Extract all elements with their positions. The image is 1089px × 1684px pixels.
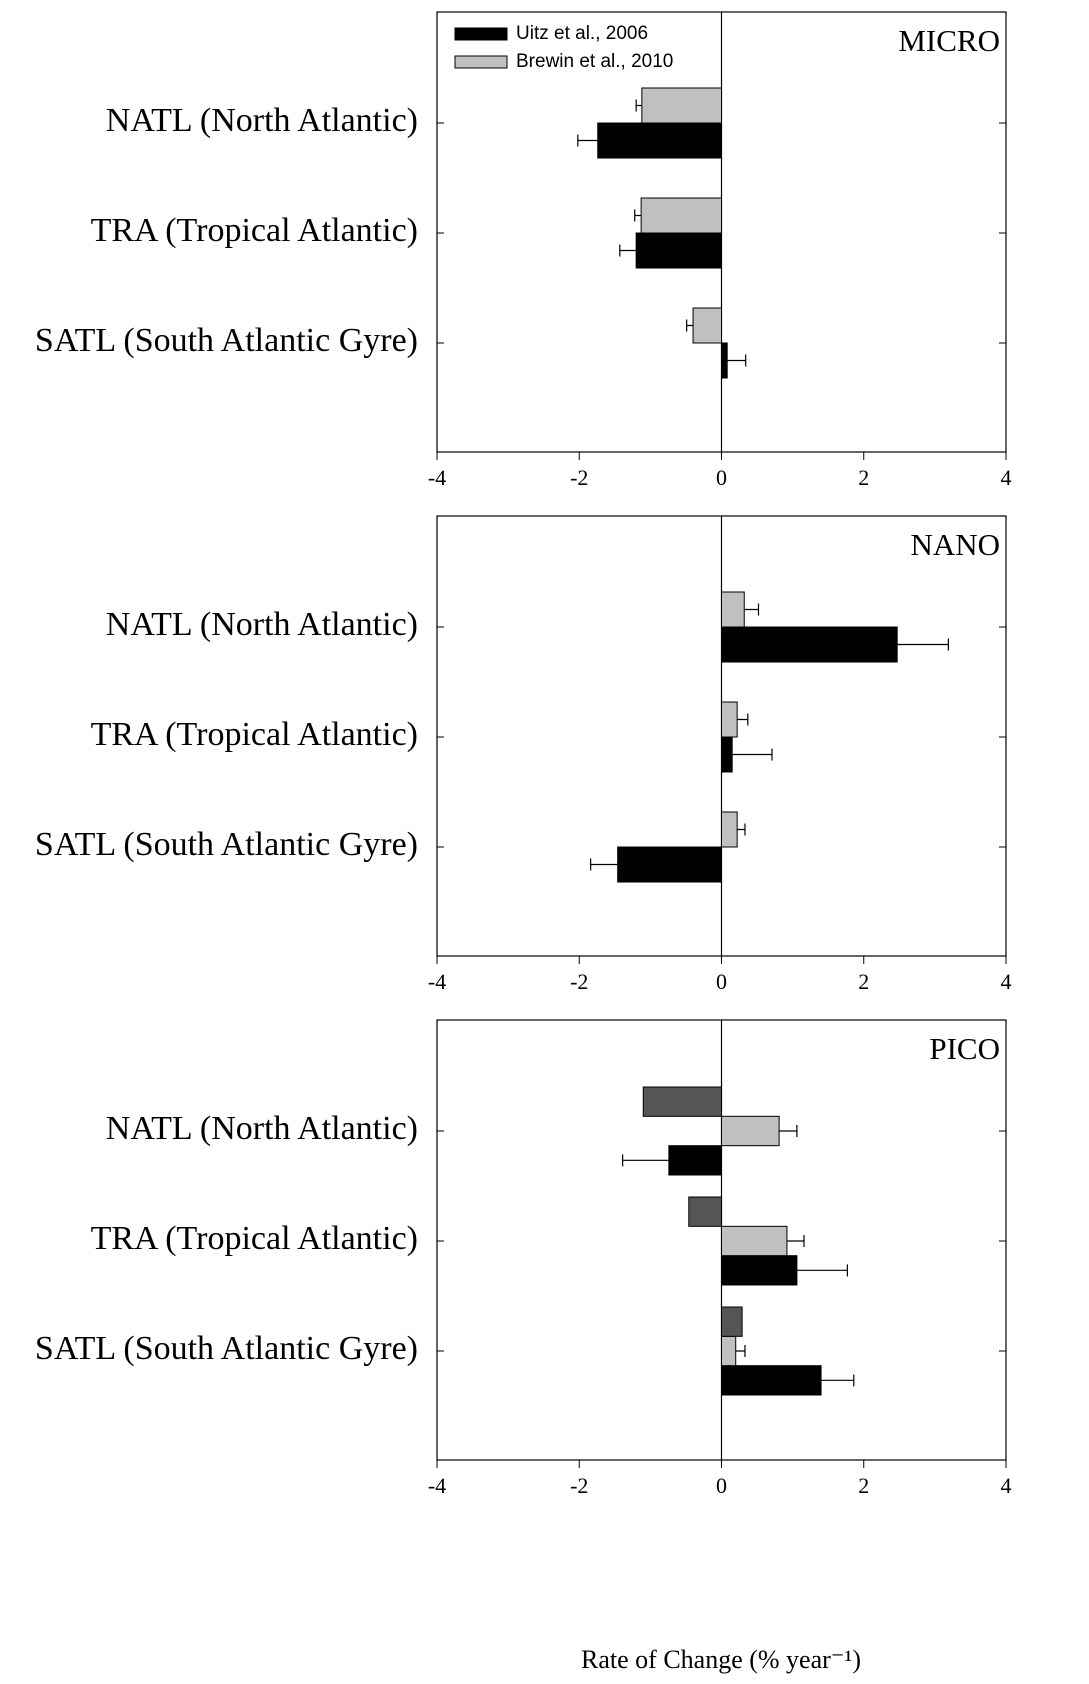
bar — [692, 307, 722, 344]
category-label: NATL (North Atlantic) — [106, 606, 418, 643]
error-bar — [732, 748, 773, 761]
x-tick-label: -2 — [570, 1473, 588, 1498]
bar — [641, 87, 723, 124]
x-tick-label: 4 — [1001, 969, 1012, 994]
error-bar — [635, 99, 642, 112]
bar — [721, 1255, 798, 1286]
error-bar — [744, 603, 760, 616]
error-bar — [897, 638, 949, 651]
bar — [635, 232, 723, 269]
x-tick-label: 0 — [716, 969, 727, 994]
panel-title: PICO — [929, 1031, 1000, 1066]
x-tick-label: -4 — [428, 969, 446, 994]
category-label: TRA (Tropical Atlantic) — [91, 212, 418, 249]
x-tick-label: 4 — [1001, 465, 1012, 490]
bar — [721, 1225, 788, 1257]
bar — [721, 342, 728, 379]
category-label: NATL (North Atlantic) — [106, 1110, 418, 1147]
bar — [721, 811, 738, 848]
category-label: TRA (Tropical Atlantic) — [91, 716, 418, 753]
error-bar — [737, 713, 749, 726]
bar — [642, 1086, 723, 1117]
error-bar — [821, 1374, 855, 1387]
bar — [721, 1115, 780, 1147]
error-bar — [796, 1264, 848, 1277]
x-tick-label: 2 — [858, 465, 869, 490]
bar — [597, 122, 722, 159]
x-tick-label: -2 — [570, 465, 588, 490]
x-tick-label: 2 — [858, 1473, 869, 1498]
error-bar — [786, 1235, 805, 1247]
bar — [640, 197, 722, 234]
legend-label: Brewin et al., 2010 — [516, 51, 673, 72]
panel-title: NANO — [910, 527, 1000, 562]
error-bar — [590, 858, 618, 871]
x-tick-label: 0 — [716, 465, 727, 490]
x-tick-label: -2 — [570, 969, 588, 994]
x-tick-label: 0 — [716, 1473, 727, 1498]
category-label: SATL (South Atlantic Gyre) — [35, 826, 418, 863]
legend-swatch — [454, 27, 508, 41]
x-axis-label: Rate of Change (% year⁻¹) — [581, 1645, 861, 1674]
error-bar — [686, 319, 694, 332]
error-bar — [577, 134, 598, 147]
panel-title: MICRO — [898, 23, 1000, 58]
category-label: SATL (South Atlantic Gyre) — [35, 322, 418, 359]
legend-swatch — [454, 55, 508, 69]
error-bar — [737, 823, 746, 836]
error-bar — [779, 1125, 798, 1137]
x-tick-label: -4 — [428, 1473, 446, 1498]
bar — [617, 846, 722, 883]
x-tick-label: -4 — [428, 465, 446, 490]
bar — [721, 1365, 822, 1396]
bar — [668, 1145, 722, 1176]
error-bar — [622, 1154, 669, 1167]
category-label: SATL (South Atlantic Gyre) — [35, 1330, 418, 1367]
x-tick-label: 2 — [858, 969, 869, 994]
error-bar — [634, 209, 642, 222]
bar — [721, 701, 738, 738]
x-tick-label: 4 — [1001, 1473, 1012, 1498]
legend-label: Uitz et al., 2006 — [516, 23, 648, 44]
error-bar — [727, 354, 747, 367]
bar — [688, 1196, 722, 1227]
bar — [721, 626, 898, 663]
category-label: NATL (North Atlantic) — [106, 102, 418, 139]
bar — [721, 591, 745, 628]
error-bar — [619, 244, 637, 257]
error-bar — [735, 1345, 746, 1357]
bar — [721, 1306, 743, 1337]
bar — [721, 736, 733, 773]
bar — [721, 1335, 737, 1367]
category-label: TRA (Tropical Atlantic) — [91, 1220, 418, 1257]
